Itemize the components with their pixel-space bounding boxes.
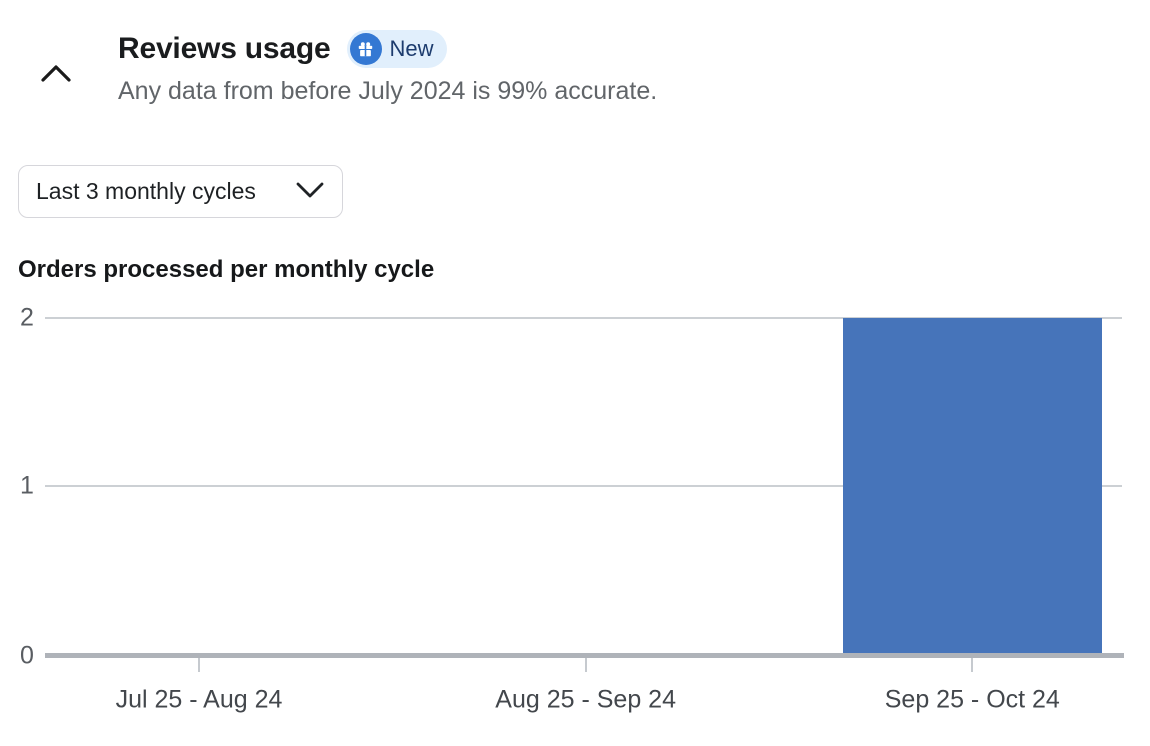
y-axis-label-0: 0 — [20, 641, 34, 669]
chevron-down-icon — [296, 182, 324, 202]
page-title: Reviews usage — [118, 32, 331, 65]
section-header: Reviews usage New Any data from before J… — [118, 30, 657, 106]
cycle-range-select[interactable]: Last 3 monthly cycles — [18, 165, 343, 218]
x-axis-line — [45, 653, 1124, 658]
bar-2[interactable] — [843, 318, 1102, 653]
collapse-section-button[interactable] — [36, 56, 76, 92]
section-subtitle: Any data from before July 2024 is 99% ac… — [118, 77, 658, 105]
chart-title: Orders processed per monthly cycle — [18, 256, 435, 283]
x-axis-label-1: Aug 25 - Sep 24 — [495, 685, 676, 714]
x-axis-tick-1 — [584, 658, 587, 672]
y-axis-label-1: 1 — [20, 471, 34, 499]
new-badge: New — [346, 30, 447, 68]
cycle-range-value: Last 3 monthly cycles — [36, 178, 256, 204]
new-badge-label: New — [389, 36, 434, 61]
gridline-y-1 — [45, 484, 1122, 487]
x-axis-tick-0 — [198, 658, 200, 672]
x-axis-label-0: Jul 25 - Aug 24 — [115, 685, 283, 714]
x-axis-tick-2 — [971, 658, 974, 672]
gridline-y-2 — [45, 317, 1122, 319]
chevron-up-icon — [40, 63, 72, 86]
gift-icon — [349, 33, 382, 65]
y-axis-label-2: 2 — [20, 303, 34, 332]
x-axis-label-2: Sep 25 - Oct 24 — [884, 685, 1060, 714]
